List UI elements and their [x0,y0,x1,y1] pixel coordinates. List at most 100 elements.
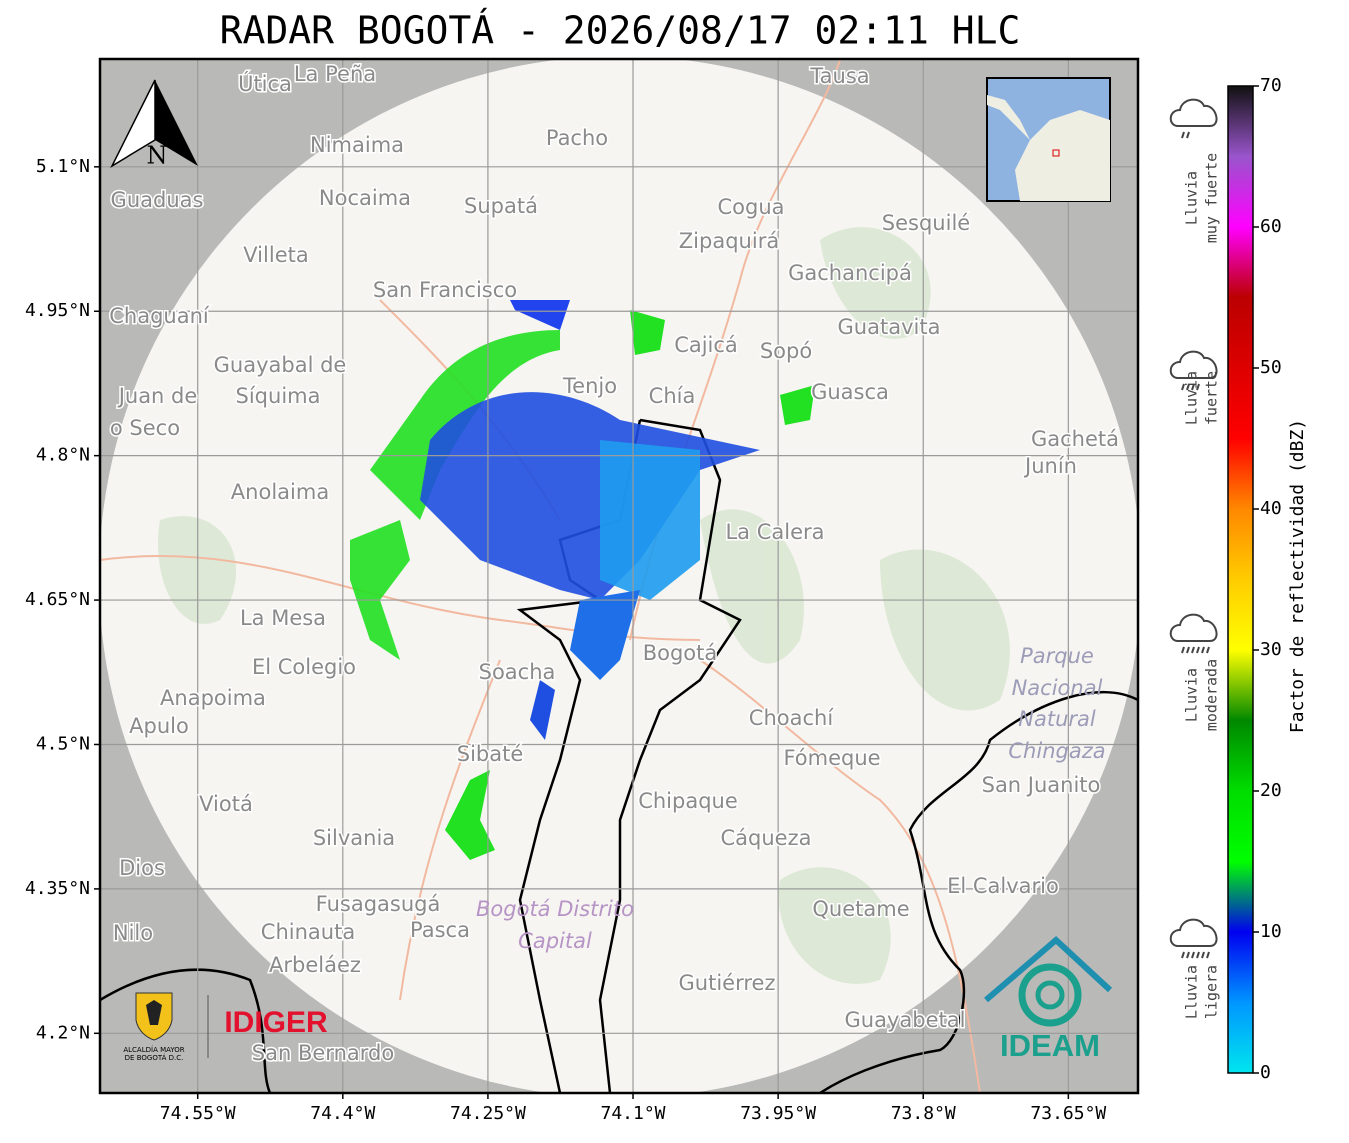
place-label: Silvania [313,826,395,850]
place-label: Sibaté [457,742,524,766]
place-label: San Juanito [982,773,1101,797]
y-tick-label: 4.5°N [36,733,90,754]
legend-text: ligera [1203,965,1221,1019]
colorbar-tick-label: 0 [1260,1062,1271,1083]
park-line: Chingaza [1008,739,1105,763]
rain-drop [1181,383,1185,391]
y-tick-label: 5.1°N [36,156,90,177]
grid [100,59,1138,1093]
y-tick-label: 4.65°N [25,589,90,610]
place-label: Apulo [129,714,189,738]
district-label: Bogotá Distrito Capital [476,897,634,953]
rain-drop [1206,951,1210,959]
legend-text: Lluvia [1183,371,1201,425]
colorbar-tick-label: 30 [1260,639,1282,660]
place-label: Guaduas [111,188,204,212]
map-frame [98,57,1140,1095]
rain-drop [1186,646,1190,654]
place-label: El Colegio [252,655,356,679]
inset-map [986,77,1111,202]
colorbar [1227,85,1254,1074]
rain-icon [1169,613,1218,642]
colorbar-tick-label: 40 [1260,498,1282,519]
colorbar-tick-label: 60 [1260,216,1282,237]
alcaldia-line: ALCALDÍA MAYOR [123,1045,184,1054]
places: Útica La Peña Tausa Pacho Nimaima Guaduas Noca… [108,61,1121,1067]
place-label: Choachí [749,706,835,730]
y-tick-label: 4.8°N [36,445,90,466]
x-tick-label: 74.25°W [450,1103,526,1124]
rain-drop [1196,646,1200,654]
place-label: La Peña [294,62,376,86]
colorbar-axis: 0 10 20 30 40 50 60 70 [1253,75,1282,1083]
place-label: Junín [1023,454,1077,478]
place-label: Anolaima [231,480,329,504]
rain-drop [1201,646,1205,654]
place-label: San Bernardo [252,1041,394,1065]
alcaldia-line: DE BOGOTÁ D.C. [125,1053,184,1062]
park-line: Natural [1018,707,1096,731]
place-label: Guatavita [838,315,941,339]
place-label: Villeta [243,243,308,267]
place-label: Tenjo [562,374,617,398]
rain-icon [1169,918,1218,947]
x-tick-label: 73.8°W [891,1103,956,1124]
place-label: Sopó [760,339,812,363]
place-label: Pasca [410,918,470,942]
place-label: La Calera [725,520,824,544]
place-label: Sesquilé [882,211,970,235]
district-line: Bogotá Distrito [476,897,634,921]
place-label: Gutiérrez [679,971,776,995]
title: RADAR BOGOTÁ - 2026/08/17 02:11 HLC [220,9,1021,53]
y-tick-label: 4.95°N [25,300,90,321]
place-label: Chaguaní [109,304,210,328]
place-label: Fómeque [783,746,880,770]
rain-drop [1191,951,1195,959]
place-label: Supatá [464,194,538,218]
place-label: Útica [238,71,292,96]
rain-drop [1186,951,1190,959]
place-label: Guayabetal [845,1008,966,1032]
place-label: Guayabal de [214,353,347,377]
x-tick-label: 73.65°W [1030,1103,1106,1124]
map: Útica La Peña Tausa Pacho Nimaima Guaduas Noca… [100,59,1138,1093]
place-label: Gachetá [1031,427,1119,451]
place-label: Soacha [479,660,556,684]
place-label: Zipaquirá [679,229,779,253]
park-line: Parque [1020,644,1094,668]
park-line: Nacional [1012,676,1103,700]
place-label: Chía [649,384,696,408]
place-label: Juan de [117,384,198,408]
y-tick-label: 4.2°N [36,1022,90,1043]
north-label: N [147,142,168,170]
colorbar-tick-label: 10 [1260,921,1282,942]
place-label: Chipaque [638,789,738,813]
place-label: Bogotá [643,641,718,665]
legend-text: Lluvia [1183,668,1201,722]
rain-drop [1196,951,1200,959]
place-label: Fusagasugá [316,892,441,916]
place-label: Cáqueza [721,826,812,850]
rain-icon [1169,98,1218,127]
place-label: Quetame [812,897,909,921]
colorbar-tick-label: 20 [1260,780,1282,801]
place-label: Viotá [199,792,253,816]
place-label: El Calvario [947,874,1059,898]
rain-drop [1201,951,1205,959]
rain-drop [1206,646,1210,654]
rain-icon [1169,350,1218,379]
place-label: Arbeláez [269,953,361,977]
place-label: Pacho [546,126,608,150]
place-label: Gachancipá [788,261,912,285]
x-tick-label: 73.95°W [740,1103,816,1124]
place-label: o Seco [110,416,180,440]
district-line: Capital [518,929,592,953]
rain-drop [1181,131,1185,139]
legend-text: Lluvia [1183,965,1201,1019]
place-label: San Francisco [373,278,517,302]
colorbar-label: Factor de reflectividad (dBZ) [1287,419,1308,733]
rain-drop [1181,646,1185,654]
rain-drop [1186,131,1190,139]
rain-drop [1191,646,1195,654]
